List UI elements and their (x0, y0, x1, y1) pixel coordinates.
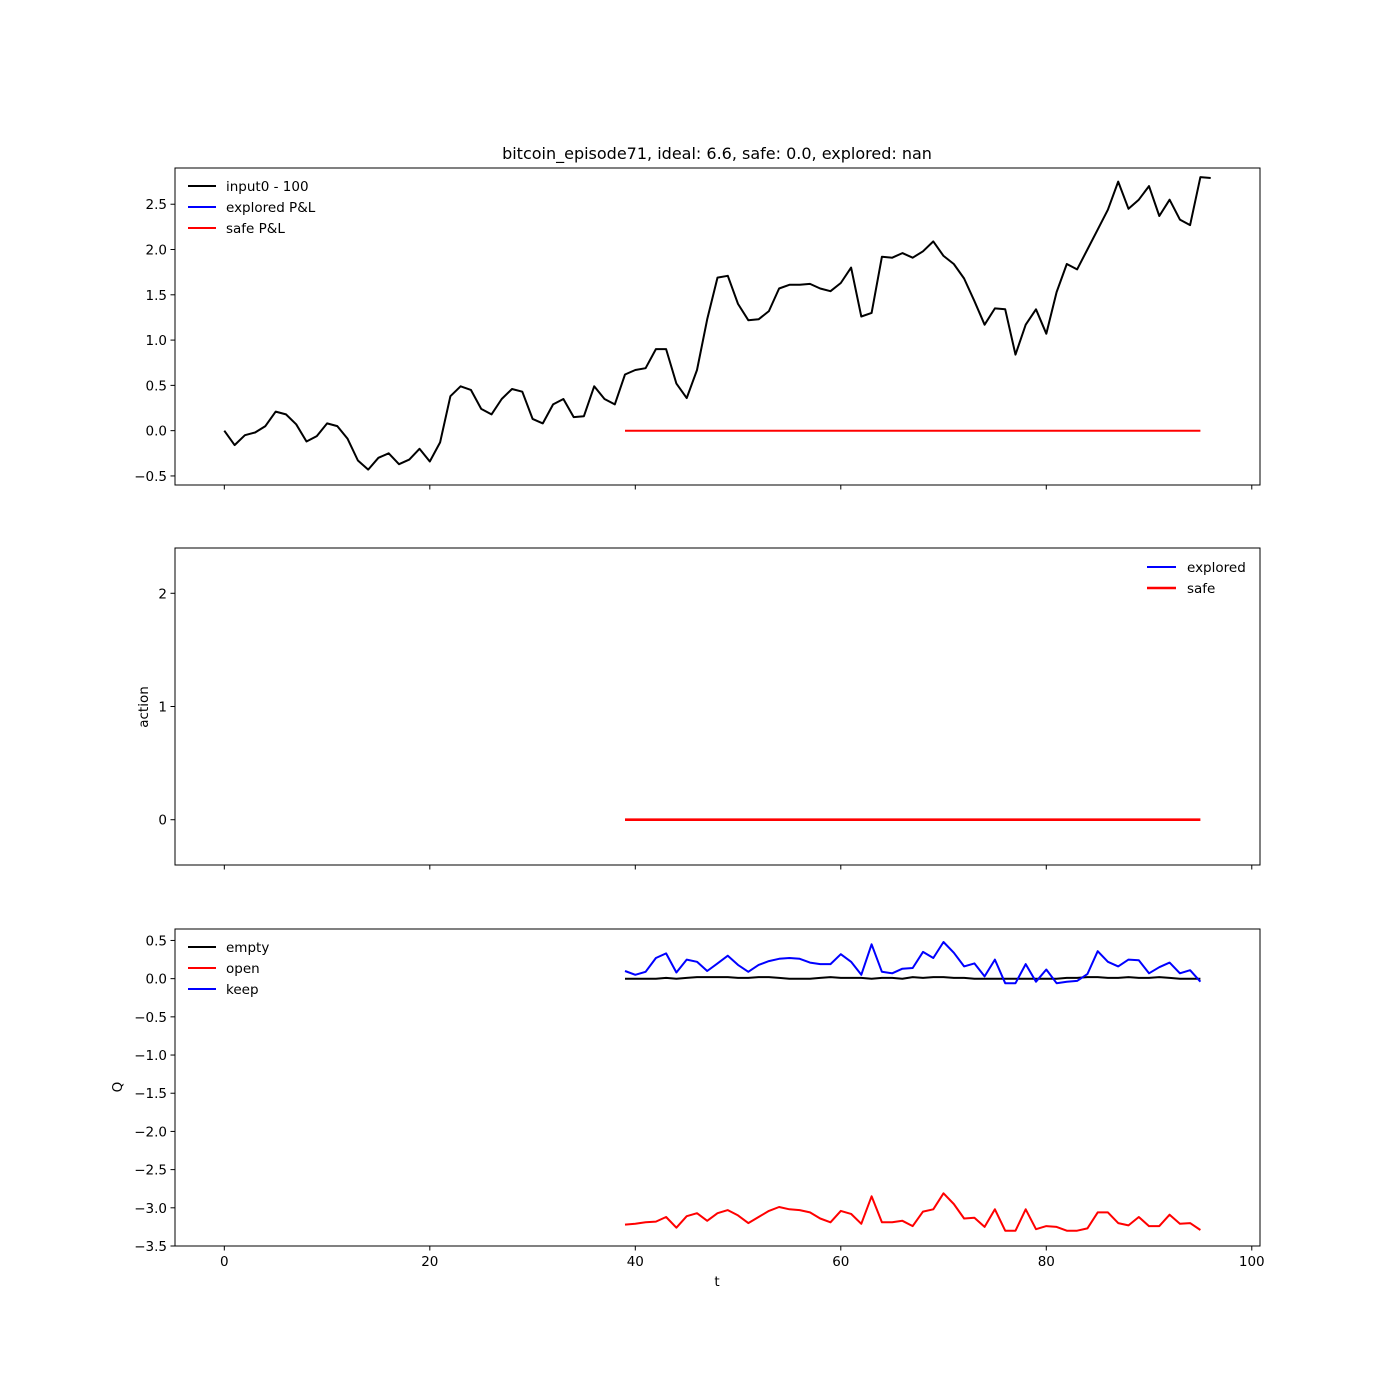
panel-action: 0 1 2 action explored safe (136, 547, 1261, 870)
q-plot-area: 0 20 40 60 80 100 −3.5 −3.0 −2.5 −2.0 −1.5 −1.0 −0.5… (134, 928, 1265, 1270)
q-legend: empty open keep (188, 940, 269, 998)
q-x-tick-label: 0 (220, 1254, 229, 1270)
q-y-tick-label: 0.0 (146, 972, 167, 988)
legend-label-safe: safe (1187, 581, 1215, 597)
legend-label-input0: input0 - 100 (226, 179, 309, 195)
pnl-y-tick-label: −0.5 (134, 469, 167, 485)
q-axes-background (175, 929, 1260, 1246)
chart-title: bitcoin_episode71, ideal: 6.6, safe: 0.0… (502, 144, 932, 164)
q-y-tick-label: −2.0 (134, 1124, 167, 1140)
pnl-plot-area: −0.5 0.0 0.5 1.0 1.5 2.0 2.5 (134, 167, 1261, 490)
legend-label-explored: explored (1187, 560, 1246, 576)
action-y-tick-label: 0 (158, 813, 167, 829)
q-x-tick-label: 20 (421, 1254, 438, 1270)
q-y-tick-label: 0.5 (146, 933, 167, 949)
q-y-tick-label: −1.5 (134, 1086, 167, 1102)
pnl-axes-frame (174, 167, 1261, 486)
q-x-tick-label: 60 (832, 1254, 849, 1270)
pnl-axes-background (175, 168, 1260, 485)
pnl-y-tick-label: 2.5 (146, 197, 167, 213)
q-y-tick-label: −3.0 (134, 1201, 167, 1217)
q-x-tick-label: 40 (627, 1254, 644, 1270)
legend-label-open: open (226, 961, 260, 977)
action-legend: explored safe (1147, 560, 1246, 597)
x-axis-label: t (714, 1274, 719, 1290)
q-series-open (624, 1192, 1201, 1232)
q-series-keep (624, 941, 1202, 985)
panel-pnl: −0.5 0.0 0.5 1.0 1.5 2.0 2.5 input0 - 100 expl… (134, 167, 1261, 490)
action-y-axis-label: action (136, 686, 152, 728)
q-y-tick-label: −3.5 (134, 1239, 167, 1255)
pnl-series-input0-100 (223, 176, 1211, 471)
pnl-y-tick-label: 1.5 (146, 288, 167, 304)
pnl-y-tick-label: 1.0 (146, 333, 167, 349)
q-y-tick-label: −2.5 (134, 1163, 167, 1179)
pnl-legend: input0 - 100 explored P&L safe P&L (188, 179, 316, 237)
action-plot-area: 0 1 2 (158, 547, 1261, 870)
q-y-tick-label: −0.5 (134, 1010, 167, 1026)
q-y-axis-label: Q (110, 1082, 126, 1093)
q-x-tick-label: 100 (1239, 1254, 1265, 1270)
q-y-tick-label: −1.0 (134, 1048, 167, 1064)
q-axes-frame (174, 928, 1261, 1247)
pnl-y-tick-label: 0.5 (146, 378, 167, 394)
legend-label-empty: empty (226, 940, 269, 956)
panel-q: 0 20 40 60 80 100 −3.5 −3.0 −2.5 −2.0 −1.5 −1.0 −0.5… (110, 928, 1265, 1290)
action-y-tick-label: 2 (158, 586, 167, 602)
pnl-y-tick-label: 0.0 (146, 424, 167, 440)
legend-label-explored-pnl: explored P&L (226, 200, 316, 216)
action-y-tick-label: 1 (158, 700, 167, 716)
q-series-empty (625, 976, 1201, 980)
legend-label-safe-pnl: safe P&L (226, 221, 285, 237)
q-x-tick-label: 80 (1038, 1254, 1055, 1270)
legend-label-keep: keep (226, 982, 259, 998)
pnl-y-tick-label: 2.0 (146, 243, 167, 259)
action-axes-background (175, 548, 1260, 865)
